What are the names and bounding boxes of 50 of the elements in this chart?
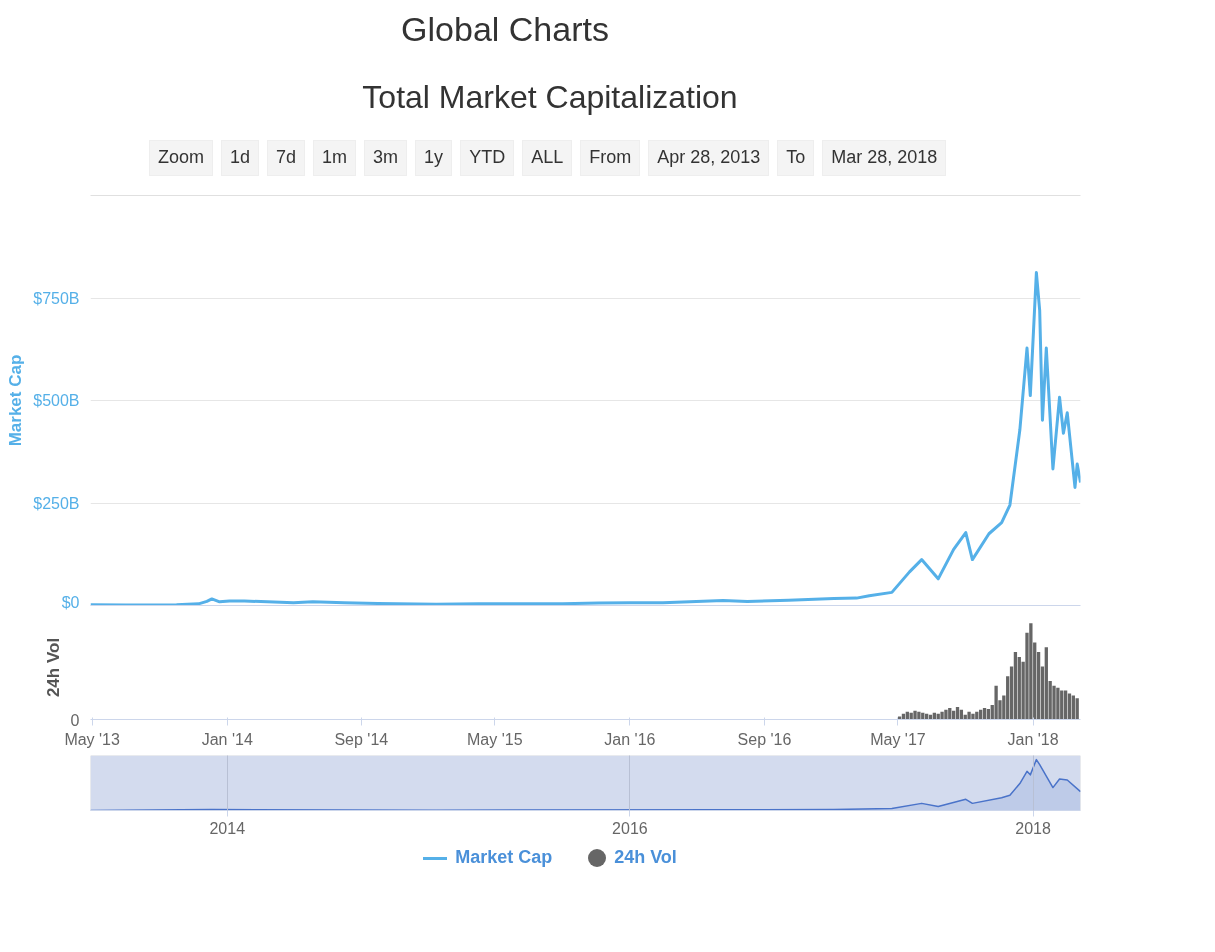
bar — [917, 711, 921, 720]
bar — [1056, 687, 1060, 720]
line-series — [90, 271, 1081, 606]
text: 1m — [313, 140, 357, 176]
x-tick-label: 2018 — [1015, 819, 1051, 837]
bar — [1044, 647, 1048, 720]
bar — [1013, 652, 1018, 720]
y-axis-title: Market Cap — [6, 354, 26, 447]
x-tick-label: May '15 — [467, 730, 523, 748]
bar — [913, 710, 917, 720]
x-tick-label: Sep '14 — [334, 730, 389, 748]
y-axis-title: 24h Vol — [43, 637, 63, 698]
y-tick-label: $500B — [33, 392, 80, 409]
text: 1y — [415, 140, 453, 176]
chart-subtitle: Total Market Capitalization — [361, 78, 739, 117]
x-tick-label: 2014 — [209, 819, 246, 837]
text: Apr 28, 2013 — [648, 140, 770, 176]
bar — [944, 709, 948, 720]
text: 3m — [364, 140, 408, 176]
y-tick-label: $0 — [61, 593, 80, 611]
text: ALL — [522, 140, 573, 176]
legend-label: 24h Vol — [613, 847, 677, 867]
bar — [1071, 695, 1075, 720]
x-tick-label: May '17 — [870, 730, 926, 748]
x-tick-label: Jan '14 — [201, 730, 253, 748]
legend-label: Market Cap — [454, 847, 553, 867]
text: To — [777, 140, 815, 176]
text: Mar 28, 2018 — [822, 140, 947, 176]
bar — [940, 711, 944, 720]
bar — [1075, 698, 1079, 720]
bar — [967, 711, 971, 720]
text: 7d — [267, 140, 306, 176]
bar — [1052, 685, 1056, 720]
bar — [1017, 656, 1021, 720]
x-tick-label: Sep '16 — [737, 730, 792, 748]
y-tick-label: $750B — [33, 289, 80, 307]
text: 1d — [221, 140, 260, 176]
y-tick-label: $250B — [33, 494, 80, 512]
chart-title: Global Charts — [400, 9, 610, 50]
x-tick-label: 2016 — [612, 819, 648, 837]
bar — [994, 685, 998, 720]
x-tick-label: May '13 — [64, 730, 121, 748]
bar — [1029, 623, 1033, 720]
text: From — [580, 140, 641, 176]
x-tick-label: Jan '16 — [604, 730, 656, 748]
text: 0 — [70, 711, 80, 729]
bar — [971, 713, 975, 720]
text: YTD — [460, 140, 515, 176]
x-tick-label: Jan '18 — [1007, 730, 1059, 748]
text: Zoom — [149, 140, 214, 176]
